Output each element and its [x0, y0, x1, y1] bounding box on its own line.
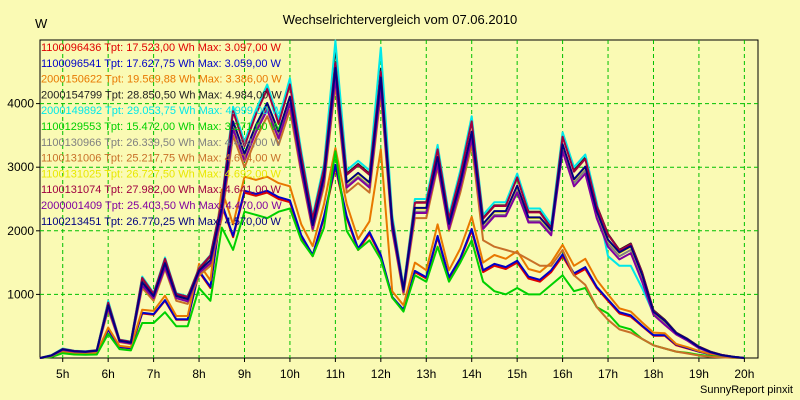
x-tick-label: 19h	[689, 367, 709, 381]
axes: 5h 6h 7h 8h 9h 10h 11h 12h 13h 14h 15h 16h 17h 18h 19h…	[7, 97, 754, 381]
series-line	[39, 150, 745, 359]
x-tick-label: 5h	[56, 367, 69, 381]
x-tick-label: 17h	[598, 367, 618, 381]
chart-title: Wechselrichtervergleich vom 07.06.2010	[283, 12, 518, 27]
y-tick-label: 3000	[7, 160, 34, 174]
series-lines	[39, 39, 745, 359]
series-line	[39, 67, 745, 359]
legend-entry: 1100131006 Tpt: 25.217,75 Wh Max: 4.604,…	[41, 153, 282, 165]
x-tick-label: 8h	[192, 367, 205, 381]
footer-credit: SunnyReport pinxit	[700, 384, 793, 396]
x-tick-label: 6h	[101, 367, 114, 381]
x-tick-label: 7h	[147, 367, 160, 381]
x-tick-label: 16h	[553, 367, 573, 381]
legend-entry: 1100096541 Tpt: 17.627,75 Wh Max: 3.059,…	[41, 58, 282, 70]
legend-entry: 1100213451 Tpt: 26.770,25 Wh Max: 4.570,…	[41, 216, 282, 228]
legend-entry: 2000150622 Tpt: 19.569,88 Wh Max: 3.386,…	[41, 74, 282, 86]
series-line	[39, 147, 745, 359]
x-tick-label: 20h	[734, 367, 754, 381]
legend-entry: 1100096436 Tpt: 17.523,00 Wh Max: 3.097,…	[41, 42, 282, 54]
x-tick-label: 12h	[371, 367, 391, 381]
y-axis-unit: W	[35, 16, 48, 31]
y-tick-label: 2000	[7, 224, 34, 238]
x-tick-label: 13h	[416, 367, 436, 381]
x-tick-label: 9h	[238, 367, 251, 381]
legend-entry: 2000154799 Tpt: 28.850,50 Wh Max: 4.984,…	[41, 89, 282, 101]
x-tick-label: 18h	[643, 367, 663, 381]
legend: 1100096436 Tpt: 17.523,00 Wh Max: 3.097,…	[41, 42, 282, 228]
y-tick-label: 1000	[7, 287, 34, 301]
x-tick-label: 14h	[462, 367, 482, 381]
x-tick-label: 11h	[326, 367, 345, 381]
x-tick-label: 15h	[507, 367, 527, 381]
legend-entry: 1100130966 Tpt: 26.339,50 Wh Max: 4.494,…	[41, 137, 282, 149]
grid	[40, 40, 758, 358]
x-tick-label: 10h	[280, 367, 300, 381]
legend-entry: 1100129553 Tpt: 15.472,00 Wh Max: 3.271,…	[41, 121, 282, 133]
legend-entry: 1100131074 Tpt: 27.982,00 Wh Max: 4.641,…	[41, 184, 282, 196]
legend-entry: 2000149892 Tpt: 29.053,75 Wh Max: 4.999,…	[41, 105, 282, 117]
y-tick-label: 4000	[7, 97, 34, 111]
legend-entry: 1100131025 Tpt: 26.727,50 Wh Max: 4.692,…	[41, 168, 282, 180]
legend-entry: 2000001409 Tpt: 25.403,50 Wh Max: 4.470,…	[41, 200, 282, 212]
